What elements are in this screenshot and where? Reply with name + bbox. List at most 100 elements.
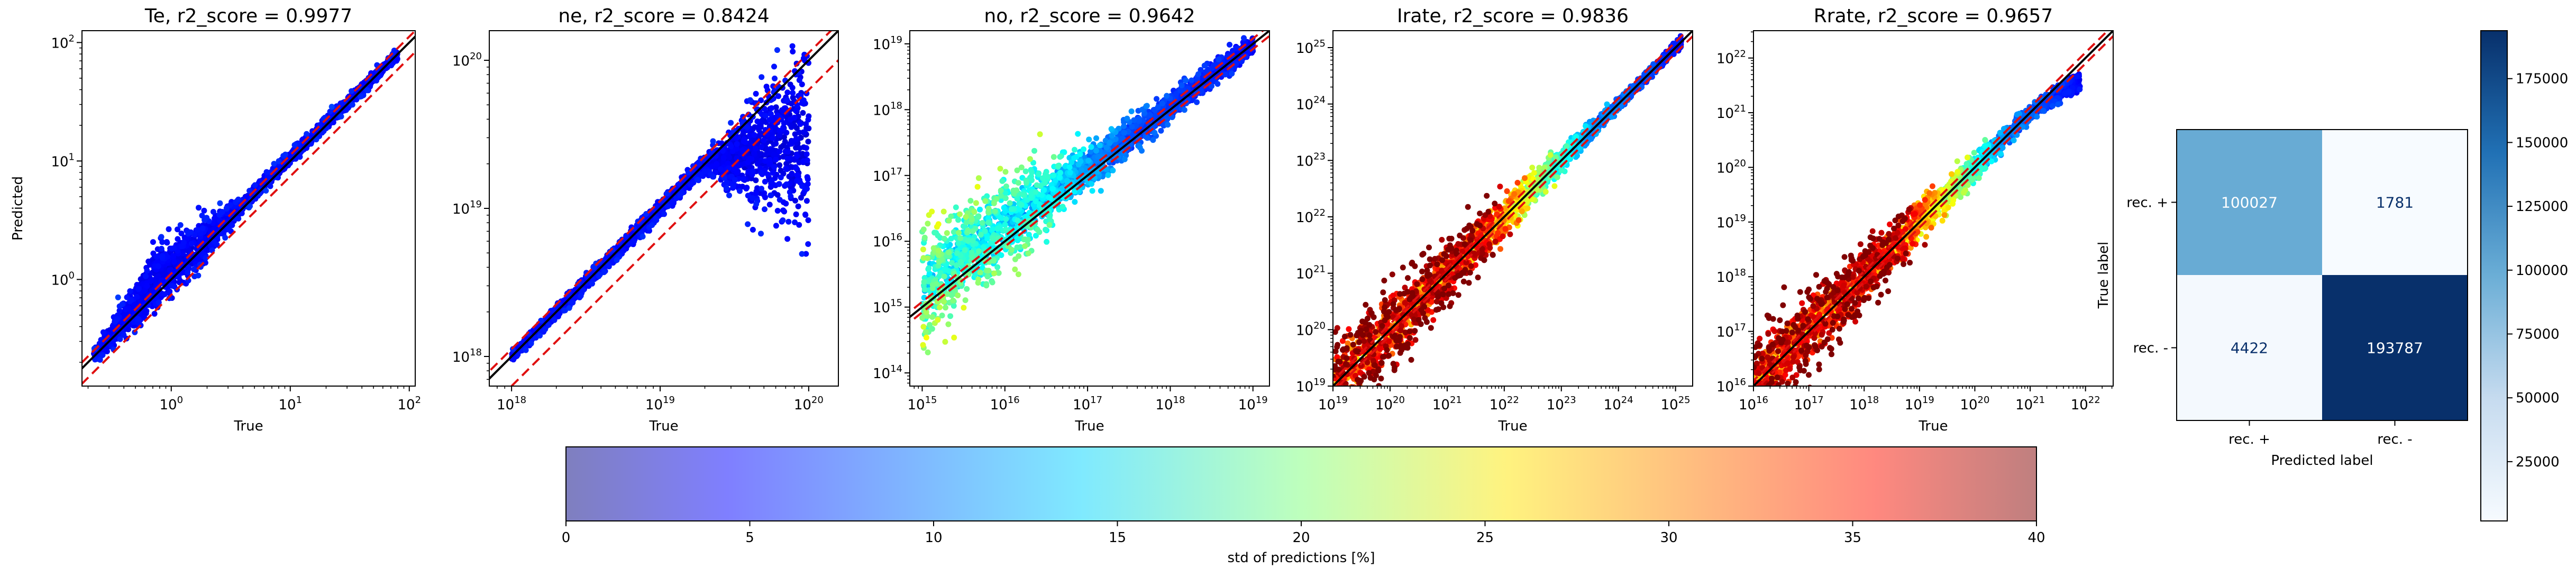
data-point	[528, 341, 534, 347]
data-point	[753, 90, 759, 97]
data-point	[752, 124, 758, 130]
data-point	[211, 215, 217, 222]
data-point	[765, 171, 771, 178]
data-point	[537, 333, 543, 339]
data-point	[391, 48, 397, 53]
data-point	[235, 215, 242, 222]
data-point	[188, 229, 194, 235]
data-point	[771, 63, 777, 70]
data-point	[304, 131, 310, 137]
data-point	[358, 94, 363, 100]
data-point	[177, 222, 184, 228]
data-point	[770, 135, 776, 141]
data-point	[768, 111, 774, 117]
data-point	[640, 233, 646, 240]
y-tick-label: 1018	[452, 347, 482, 365]
data-point	[338, 113, 344, 120]
data-point	[783, 181, 790, 187]
data-point	[176, 274, 182, 280]
data-point	[580, 287, 586, 294]
data-point	[750, 168, 756, 175]
data-point	[777, 197, 783, 203]
data-point	[794, 153, 800, 159]
data-point	[523, 347, 529, 353]
data-point	[589, 280, 595, 287]
data-point	[792, 219, 798, 225]
data-point	[790, 49, 796, 54]
data-point	[167, 288, 173, 295]
data-point	[736, 162, 742, 169]
data-point	[784, 89, 791, 96]
data-point	[670, 199, 676, 205]
data-point	[224, 210, 230, 216]
data-point	[803, 121, 809, 127]
data-point	[343, 107, 349, 113]
data-point	[758, 231, 764, 237]
data-point	[774, 47, 780, 53]
x-axis-label: True	[648, 418, 678, 434]
data-point	[121, 332, 127, 338]
data-point	[784, 155, 791, 162]
data-point	[803, 251, 809, 257]
data-point	[570, 299, 576, 306]
data-point	[741, 138, 747, 144]
data-point	[739, 147, 745, 153]
data-point	[799, 81, 805, 87]
data-point	[769, 105, 775, 111]
data-point	[757, 165, 763, 171]
data-point	[614, 257, 620, 263]
data-point	[720, 155, 727, 161]
data-point	[169, 282, 175, 289]
data-point	[725, 160, 731, 167]
data-point	[211, 239, 217, 245]
data-point	[195, 272, 202, 279]
data-point	[653, 215, 659, 222]
data-point	[99, 352, 106, 358]
data-point	[631, 239, 637, 244]
data-point	[135, 286, 142, 292]
data-point	[756, 132, 763, 139]
data-point	[175, 236, 181, 242]
data-point	[150, 239, 156, 245]
data-point	[159, 239, 166, 245]
data-point	[750, 195, 756, 201]
data-point	[158, 234, 165, 240]
data-point	[797, 121, 803, 127]
data-point	[758, 97, 764, 104]
data-point	[162, 291, 168, 297]
data-point	[774, 208, 781, 214]
data-point	[737, 188, 743, 194]
data-point	[127, 288, 133, 294]
data-point	[223, 205, 230, 212]
data-point	[753, 201, 760, 207]
scatter-points	[489, 8, 838, 386]
data-point	[754, 118, 761, 124]
data-point	[805, 8, 810, 14]
data-point	[769, 178, 775, 185]
data-point	[327, 108, 333, 115]
data-point	[762, 179, 768, 185]
data-point	[550, 307, 556, 313]
scatter-points	[910, 31, 1269, 355]
data-point	[203, 255, 209, 261]
data-point	[291, 142, 298, 148]
data-point	[551, 317, 558, 323]
data-point	[717, 166, 724, 172]
data-point	[143, 273, 149, 279]
data-point	[783, 166, 789, 171]
data-point	[754, 161, 761, 167]
data-point	[732, 177, 738, 183]
data-point	[606, 262, 612, 268]
data-point	[735, 134, 741, 140]
data-point	[753, 190, 759, 197]
data-point	[566, 305, 572, 311]
data-point	[793, 108, 799, 114]
data-point	[804, 186, 810, 192]
data-point	[777, 148, 783, 154]
data-point	[168, 245, 175, 252]
data-point	[803, 151, 810, 157]
data-point	[271, 161, 277, 167]
data-point	[761, 137, 767, 143]
x-axis-label: True	[233, 418, 263, 434]
